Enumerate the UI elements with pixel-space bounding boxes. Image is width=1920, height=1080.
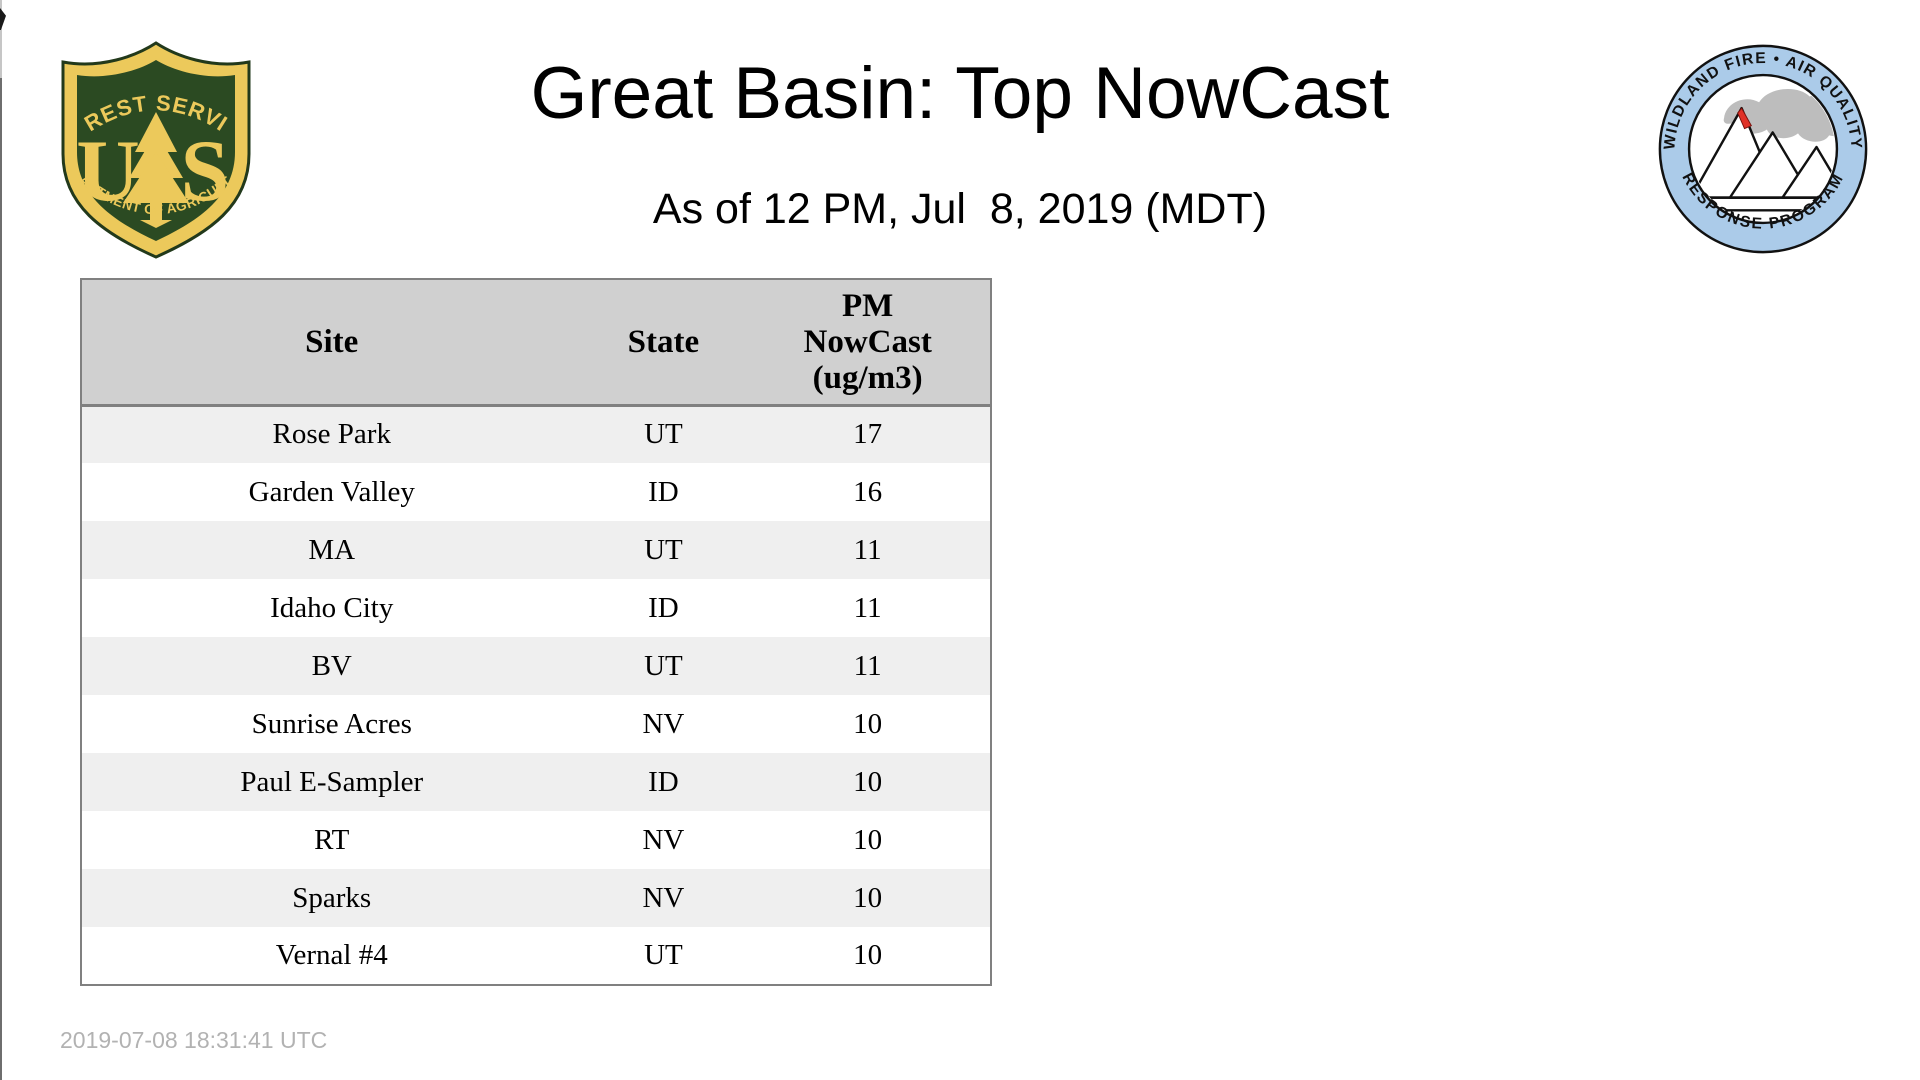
fs-logo-letter-u: U — [76, 123, 140, 220]
value-cell: 10 — [853, 823, 883, 856]
fs-logo-letter-s: S — [181, 123, 230, 220]
forest-service-logo-icon: FOREST SERVICE U S DEPARTMENT OF AGRICUL… — [47, 20, 257, 260]
site-cell: BV — [311, 649, 352, 682]
nowcast-table: Site State PM NowCast (ug/m3) Rose Park … — [80, 278, 992, 986]
left-edge-line-top — [0, 0, 2, 78]
value-cell: 11 — [853, 591, 882, 624]
fs-logo-tree-icon — [123, 112, 189, 228]
site-cell: Paul E-Sampler — [240, 765, 424, 798]
wfaqrp-badge-icon: WILDLAND FIRE • AIR QUALITY RESPONSE PRO… — [1656, 42, 1870, 256]
value-cell: 11 — [853, 533, 882, 566]
table-row: Rose Park UT 17 — [81, 405, 991, 463]
site-cell: Sparks — [292, 881, 372, 914]
site-cell: RT — [314, 823, 350, 856]
table-row: Paul E-Sampler ID 10 — [81, 753, 991, 811]
state-cell: UT — [644, 533, 683, 566]
value-cell: 10 — [853, 881, 883, 914]
table-header-row: Site State PM NowCast (ug/m3) — [81, 279, 991, 407]
site-cell: Sunrise Acres — [251, 707, 412, 740]
table-row: Garden Valley ID 16 — [81, 463, 991, 521]
state-cell: NV — [642, 707, 685, 740]
value-cell: 10 — [853, 765, 883, 798]
footer-timestamp: 2019-07-08 18:31:41 UTC — [60, 1027, 328, 1053]
table-row: Idaho City ID 11 — [81, 579, 991, 637]
column-header-site: Site — [81, 279, 582, 407]
state-cell: NV — [642, 823, 685, 856]
table-row: Sunrise Acres NV 10 — [81, 695, 991, 753]
site-cell: Idaho City — [270, 591, 394, 624]
table-row: MA UT 11 — [81, 521, 991, 579]
flame-mark-icon — [1737, 107, 1753, 130]
site-cell: MA — [308, 533, 356, 566]
state-cell: UT — [644, 649, 683, 682]
column-header-state: State — [581, 279, 746, 407]
state-cell: UT — [644, 418, 683, 451]
page-title: Great Basin: Top NowCast — [530, 53, 1390, 134]
site-cell: Vernal #4 — [275, 939, 388, 971]
state-cell: ID — [648, 765, 679, 798]
value-cell: 10 — [853, 939, 883, 971]
corner-artifact-mark — [0, 8, 6, 30]
state-cell: ID — [648, 591, 679, 624]
table-row: BV UT 11 — [81, 637, 991, 695]
smoke-cloud-shape — [1723, 88, 1835, 142]
site-cell: Rose Park — [272, 418, 391, 451]
table-row: Sparks NV 10 — [81, 869, 991, 927]
value-cell: 16 — [853, 475, 883, 508]
table-row: Vernal #4 UT 10 — [81, 927, 991, 985]
site-cell: Garden Valley — [248, 475, 415, 508]
value-cell: 11 — [853, 649, 882, 682]
state-cell: ID — [648, 475, 679, 508]
page-subtitle: As of 12 PM, Jul 8, 2019 (MDT) — [652, 185, 1268, 233]
state-cell: NV — [642, 881, 685, 914]
state-cell: UT — [644, 939, 683, 971]
table-row: RT NV 10 — [81, 811, 991, 869]
value-cell: 17 — [853, 418, 883, 451]
column-header-pm-nowcast: PM NowCast (ug/m3) — [745, 279, 991, 407]
value-cell: 10 — [853, 707, 883, 740]
left-edge-line-bottom — [0, 78, 2, 1080]
